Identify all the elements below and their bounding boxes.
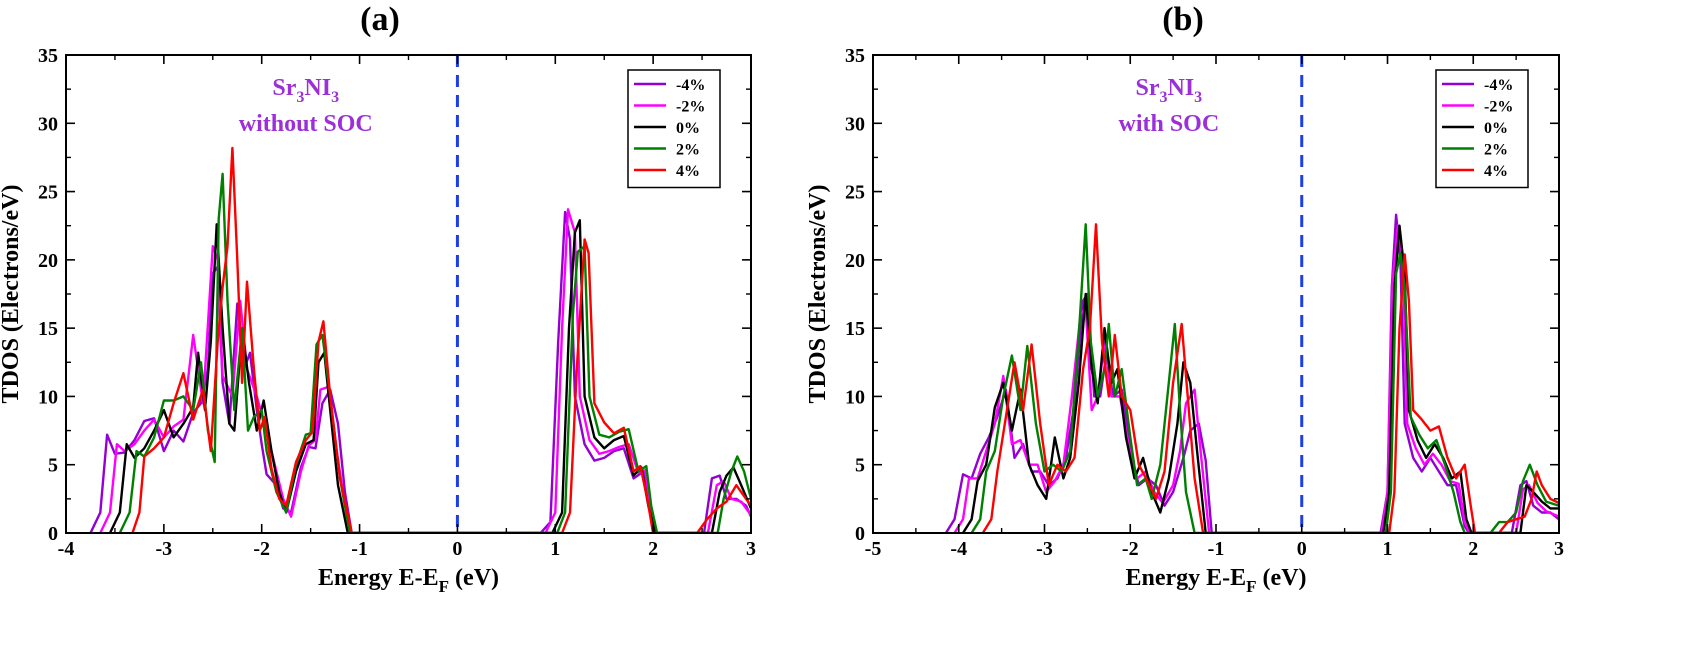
panel-label: (a)	[360, 1, 400, 38]
legend-label: 2%	[1484, 142, 1508, 159]
y-tick-label: 10	[38, 386, 58, 408]
x-tick-label: 2	[1468, 538, 1478, 560]
x-axis-label-main: Energy E-E	[318, 565, 439, 591]
series-line-4pct	[131, 146, 751, 533]
y-tick-label: 5	[48, 455, 58, 477]
compound-mid: NI	[1168, 75, 1195, 101]
y-axis-label: TDOS (Electrons/eV)	[805, 185, 831, 404]
series-line--2pct	[99, 208, 751, 533]
x-axis-label-tail: (eV)	[449, 565, 499, 591]
soc-annotation: without SOC	[239, 111, 373, 137]
legend-label: 4%	[1484, 163, 1508, 180]
series-line-0pct	[961, 224, 1559, 533]
compound-sub-2: 3	[1194, 89, 1202, 106]
y-axis-label: TDOS (Electrons/eV)	[0, 185, 24, 404]
legend-label: -4%	[1484, 77, 1513, 94]
soc-annotation: with SOC	[1118, 111, 1219, 137]
legend-label: -4%	[676, 77, 705, 94]
series-group	[89, 146, 751, 533]
x-axis-label-sub: F	[1246, 577, 1256, 596]
x-axis-label-tail: (eV)	[1257, 565, 1307, 591]
y-tick-label: 20	[38, 250, 58, 272]
y-tick-label: 35	[845, 45, 865, 67]
x-tick-label: -1	[351, 538, 368, 560]
compound-base: Sr	[1136, 75, 1160, 101]
series-line-4pct	[981, 223, 1559, 533]
y-tick-label: 30	[38, 113, 58, 135]
y-tick-label: 30	[845, 113, 865, 135]
legend-label: 0%	[676, 120, 700, 137]
x-tick-label: -1	[1208, 538, 1225, 560]
x-tick-label: 0	[1297, 538, 1307, 560]
legend-label: -2%	[1484, 99, 1513, 116]
legend-label: 2%	[676, 142, 700, 159]
series-line-2pct	[118, 172, 751, 533]
y-tick-label: 15	[845, 318, 865, 340]
x-tick-label: -2	[1122, 538, 1139, 560]
compound-annotation: Sr3NI3	[1136, 75, 1203, 106]
legend: -4% -2% 0% 2% 4%	[627, 69, 721, 189]
y-tick-label: 0	[48, 523, 58, 545]
legend-box	[627, 69, 721, 189]
y-tick-label: 0	[855, 523, 865, 545]
legend: -4% -2% 0% 2% 4%	[1435, 69, 1529, 189]
x-tick-label: -3	[1036, 538, 1053, 560]
x-tick-label: -2	[253, 538, 270, 560]
compound-base: Sr	[272, 75, 296, 101]
x-tick-label: 3	[746, 538, 756, 560]
x-tick-label: -4	[950, 538, 967, 560]
y-tick-label: 25	[845, 182, 865, 204]
compound-mid: NI	[304, 75, 331, 101]
legend-label: 4%	[676, 163, 700, 180]
legend-label: 0%	[1484, 120, 1508, 137]
compound-sub-1: 3	[296, 89, 304, 106]
y-tick-label: 15	[38, 318, 58, 340]
y-tick-label: 20	[845, 250, 865, 272]
series-group	[944, 213, 1559, 533]
panel-label: (b)	[1162, 1, 1204, 38]
y-tick-label: 25	[38, 182, 58, 204]
x-axis-label: Energy E-EF (eV)	[1125, 565, 1306, 596]
x-tick-label: -4	[58, 538, 75, 560]
y-tick-label: 5	[855, 455, 865, 477]
legend-label: -2%	[676, 99, 705, 116]
x-axis-label-main: Energy E-E	[1125, 565, 1246, 591]
x-tick-label: 0	[452, 538, 462, 560]
legend-box	[1435, 69, 1529, 189]
compound-sub-2: 3	[331, 89, 339, 106]
y-tick-label: 10	[845, 386, 865, 408]
x-tick-label: 1	[1383, 538, 1393, 560]
x-axis-label: Energy E-EF (eV)	[318, 565, 499, 596]
x-axis-label-sub: F	[439, 577, 449, 596]
x-tick-label: -5	[865, 538, 882, 560]
compound-annotation: Sr3NI3	[272, 75, 339, 106]
series-line-2pct	[970, 223, 1559, 533]
x-tick-label: 1	[550, 538, 560, 560]
y-tick-label: 35	[38, 45, 58, 67]
x-tick-label: 2	[648, 538, 658, 560]
x-tick-label: -3	[156, 538, 173, 560]
compound-sub-1: 3	[1160, 89, 1168, 106]
x-tick-label: 3	[1554, 538, 1564, 560]
